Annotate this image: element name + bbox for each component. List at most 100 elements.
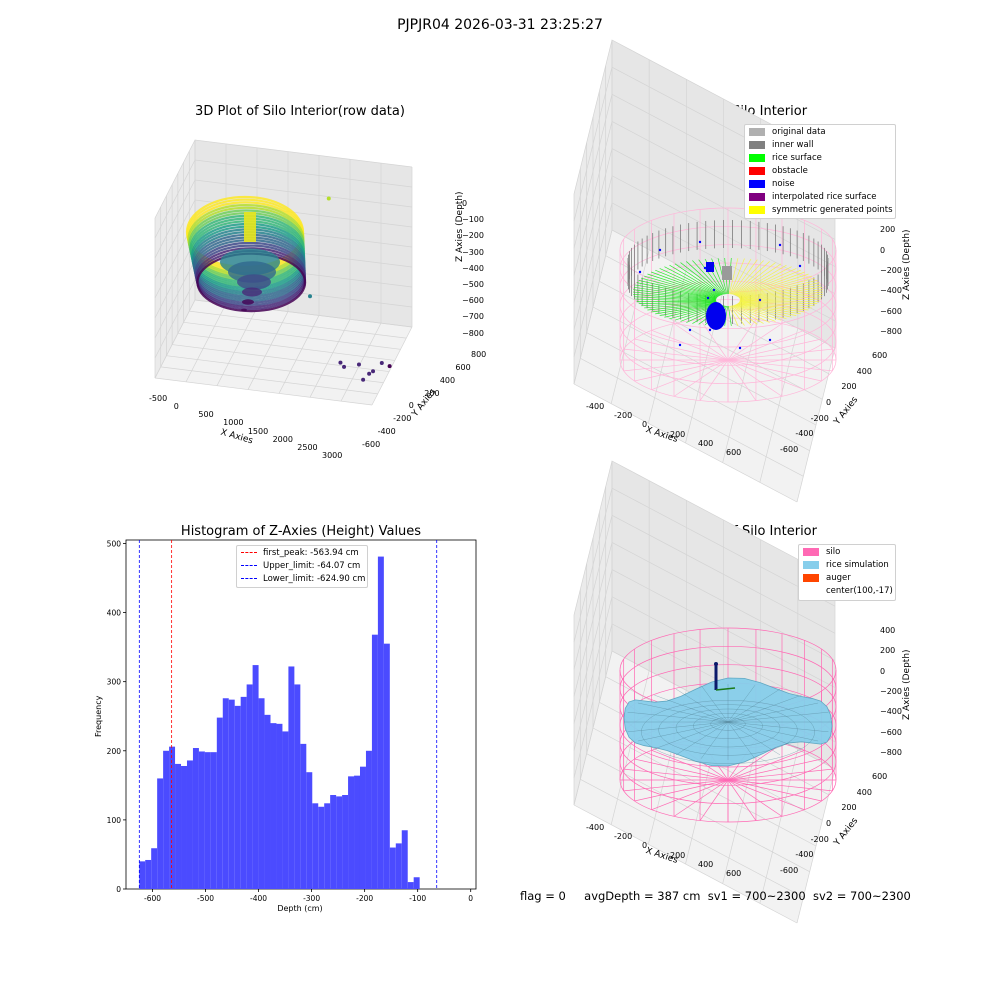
p4-rice-mesh [727, 721, 802, 750]
p1-grid [177, 333, 395, 361]
legend-line [241, 565, 257, 566]
p2-ztick: −600 [880, 306, 902, 316]
p2-ytick: -200 [810, 413, 829, 423]
p2-rice-surface-line [736, 303, 797, 316]
p1-ytick: -200 [393, 414, 412, 424]
legend-swatch [749, 153, 765, 162]
histogram-bar [365, 750, 372, 889]
p2-rice-surface-line [647, 273, 718, 298]
p2-noise-point [703, 266, 707, 270]
p2-rice-surface-line [633, 289, 717, 300]
p4-ytick: -200 [810, 834, 829, 844]
p4-ytick: 0 [826, 819, 832, 828]
p1-ztick: −700 [462, 312, 484, 322]
p2-noise-point [698, 240, 702, 244]
histogram-bar [342, 795, 349, 889]
p4-silo-spoke [727, 779, 822, 802]
p2-xtick: 0 [642, 420, 648, 430]
p2-noise-cluster [706, 262, 714, 272]
p2-xtick: 400 [698, 438, 714, 448]
p4-silo-spoke [623, 768, 729, 781]
p1-grid [247, 311, 289, 390]
p4-ytick: -600 [780, 866, 799, 875]
p4-rice-mesh [727, 721, 829, 733]
histogram-bar [216, 717, 223, 889]
legend-swatch [803, 547, 819, 556]
legend-swatch [803, 560, 819, 569]
p4-ytick: 400 [856, 787, 872, 797]
histogram-bar [359, 766, 366, 889]
p4-rice-mesh [727, 711, 829, 723]
p2-ytick: -400 [795, 429, 814, 439]
histogram-bar [395, 843, 402, 889]
histogram-bar [210, 752, 217, 889]
p4-rice-mesh [727, 702, 819, 723]
p1-ytick: 600 [455, 362, 471, 372]
p1-surface-funnel [242, 299, 254, 305]
legend-item-center: center(100,-17) [799, 584, 895, 597]
p2-silo-spoke [727, 359, 805, 391]
p4-grid [573, 541, 836, 697]
histogram-xtick-label: -300 [303, 894, 320, 903]
p1-grid [183, 321, 401, 350]
p2-rice-surface-line [729, 305, 745, 326]
p1-grid [309, 319, 351, 398]
status-footer: flag = 0 avgDepth = 387 cm sv1 = 700~230… [520, 889, 911, 903]
p1-data-point [371, 369, 376, 374]
histogram-legend: first_peak: -563.94 cm Upper_limit: -64.… [236, 545, 368, 588]
histogram-bar [145, 859, 152, 889]
p2-silo-spoke [651, 359, 729, 391]
p2-ztick: −200 [880, 265, 902, 275]
p1-ytick: 200 [424, 388, 440, 398]
histogram-bar [234, 705, 241, 889]
p4-rice-mesh [627, 721, 729, 733]
p2-rice-surface-line [659, 268, 720, 297]
p4-xtick: 200 [670, 850, 686, 860]
p1-grid [154, 199, 413, 279]
p2-rice-surface-line [655, 269, 719, 297]
p4-silo-spoke [727, 758, 822, 781]
p1-data-point [338, 360, 343, 365]
p1-auger-column [244, 212, 256, 242]
histogram-xtick-label: 0 [468, 894, 473, 903]
p1-grid [154, 139, 413, 219]
p2-rice-surface-line [638, 280, 717, 299]
p4-rice-mesh [654, 694, 729, 723]
p4-silo-spoke [651, 749, 729, 781]
p2-rice-surface-line [738, 275, 812, 298]
p1-grid [216, 307, 258, 386]
p2-rice-surface-line [738, 277, 815, 298]
legend-item-original-data: original data [745, 125, 895, 138]
p2-rice-surface-line [738, 302, 812, 309]
p1-ztick: −100 [462, 215, 484, 225]
histogram-xtick-label: -400 [250, 894, 267, 903]
p2-rice-surface-line [735, 304, 792, 318]
p4-xtick: 400 [698, 859, 714, 869]
p2-rice-surface-line [635, 284, 717, 300]
p4-grid [573, 596, 836, 751]
p2-silo-spoke [623, 359, 729, 372]
histogram-bar [252, 665, 259, 889]
histogram-bar [264, 714, 271, 889]
p4-ytick: 600 [872, 772, 888, 781]
p2-rice-surface-line [739, 282, 820, 299]
histogram-xtick-label: -600 [144, 894, 161, 903]
p2-xtick: 200 [670, 429, 686, 439]
p2-ytick: 600 [872, 351, 888, 360]
histogram-bar [330, 795, 337, 889]
p1-data-point [342, 364, 347, 369]
p2-rice-surface-line [738, 302, 809, 311]
p2-ztick: 200 [880, 225, 896, 235]
legend-swatch [803, 573, 819, 582]
p1-xtick: 500 [198, 410, 214, 420]
p2-rice-surface-line [738, 302, 815, 307]
p2-rice-surface-line [739, 291, 824, 301]
p4-silo-spoke [727, 779, 833, 792]
figure-title: PJPJR04 2026-03-31 23:25:27 [397, 17, 603, 33]
p4-silo-spoke [634, 758, 729, 781]
p2-ytick: -600 [780, 445, 799, 454]
p4-ztick: −800 [880, 747, 902, 757]
p4-ytick: -400 [795, 850, 814, 860]
panel3-title: Histogram of Z-Axies (Height) Values [180, 524, 422, 539]
